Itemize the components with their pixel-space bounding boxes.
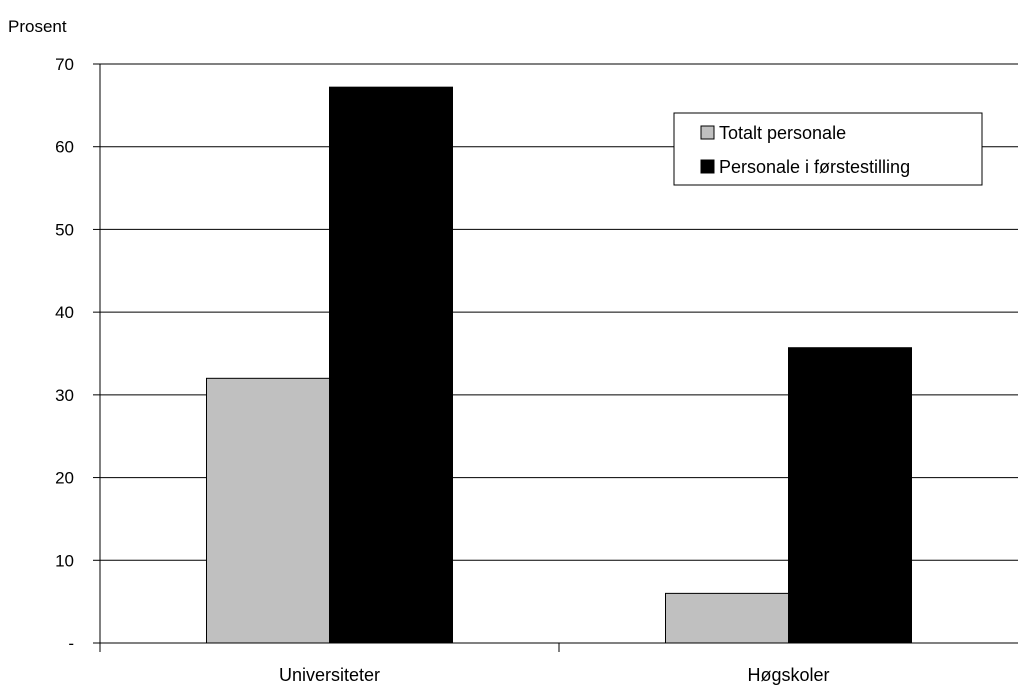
y-axis-ticks: - 10 20 30 40 50 60 70 [55,55,100,653]
x-axis-labels: Universiteter Høgskoler [279,643,830,685]
bar-universiteter-0 [206,377,330,644]
legend-box [673,112,983,186]
x-tick-label: Universiteter [279,665,380,685]
x-tick-label: Høgskoler [747,665,829,685]
y-tick-label: 40 [55,303,74,322]
bars [206,86,912,644]
legend-label: Personale i førstestilling [719,157,910,177]
y-tick-label: 60 [55,138,74,157]
y-tick-label: 70 [55,55,74,74]
legend-swatch [700,159,715,174]
bar-høgskoler-0 [665,592,789,644]
y-tick-label: - [68,634,74,653]
y-tick-label: 30 [55,386,74,405]
y-tick-label: 50 [55,220,74,239]
legend: Totalt personale Personale i førstestilli… [673,112,983,186]
y-axis-label: Prosent [8,17,67,36]
bar-høgskoler-1 [788,347,912,644]
y-tick-label: 10 [55,551,74,570]
y-tick-label: 20 [55,469,74,488]
bar-universiteter-1 [329,86,453,644]
legend-label: Totalt personale [719,123,846,143]
legend-swatch [700,125,715,140]
